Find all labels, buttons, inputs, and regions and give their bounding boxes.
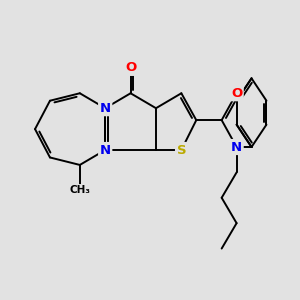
Text: N: N: [231, 140, 242, 154]
Text: O: O: [125, 61, 136, 74]
Text: CH₃: CH₃: [69, 185, 90, 195]
Text: O: O: [231, 87, 242, 100]
Text: N: N: [100, 143, 111, 157]
Text: S: S: [176, 143, 186, 157]
Text: N: N: [100, 102, 111, 115]
